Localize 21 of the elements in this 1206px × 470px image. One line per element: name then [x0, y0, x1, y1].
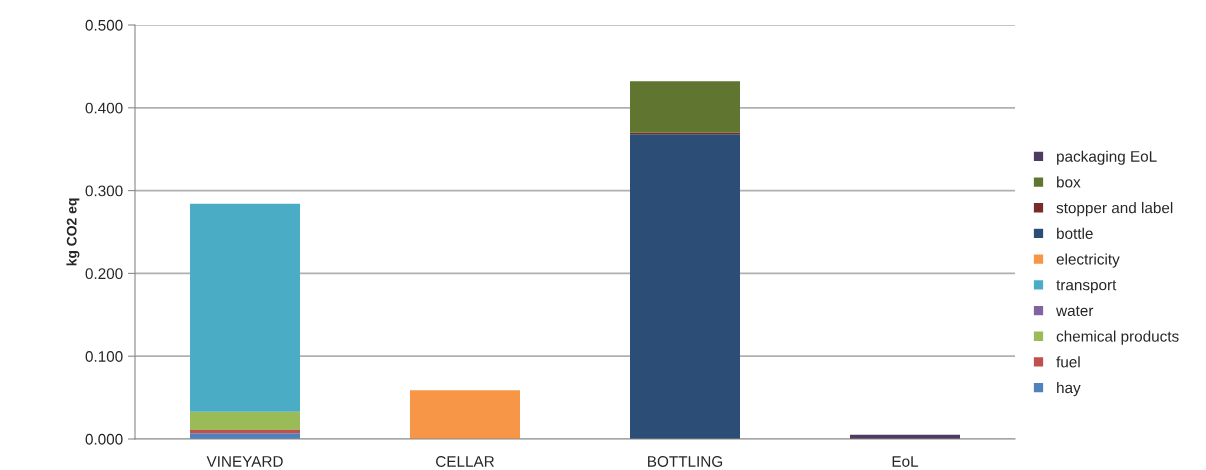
y-axis-title: kg CO2 eq [66, 198, 80, 266]
legend-label: chemical products [1056, 330, 1179, 345]
legend-label: stopper and label [1056, 202, 1173, 217]
legend-label: box [1057, 176, 1081, 188]
y-tick-label: 0.300 [85, 185, 123, 197]
x-tick-label: VINEYARD [206, 456, 283, 467]
x-tick-label: BOTTLING [648, 456, 723, 467]
legend-label: transport [1056, 280, 1117, 294]
y-tick-label: 0.200 [85, 268, 123, 280]
x-tick-label: EoL [892, 456, 919, 467]
y-tick-label: 0.000 [85, 433, 123, 445]
legend-label: fuel [1056, 356, 1080, 368]
y-tick-label: 0.400 [85, 102, 123, 114]
y-tick-label: 0.100 [85, 351, 123, 362]
legend-label: water [1056, 306, 1094, 317]
legend-label: hay [1057, 381, 1081, 397]
y-tick-label: 0.500 [85, 19, 123, 31]
legend-label: bottle [1057, 227, 1093, 239]
legend-label: packaging EoL [1057, 150, 1157, 165]
legend-label: electricity [1056, 253, 1120, 268]
x-tick-label: CELLAR [436, 456, 495, 467]
